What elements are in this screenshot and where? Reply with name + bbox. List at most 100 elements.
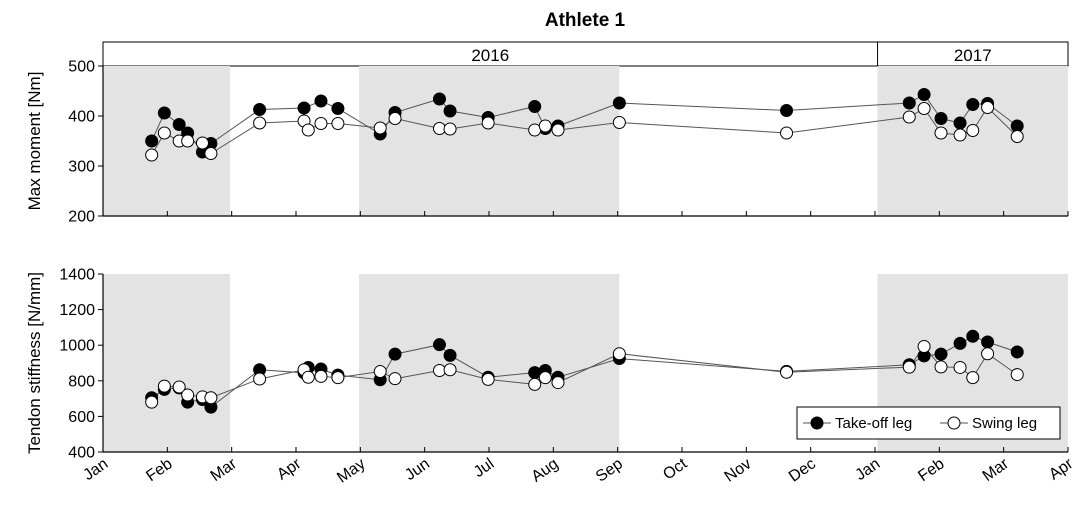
- data-point-take-off: [443, 104, 457, 118]
- x-tick-label: Feb: [143, 455, 175, 485]
- data-point-take-off: [902, 96, 916, 110]
- data-point-take-off: [917, 88, 931, 101]
- data-point-swing: [953, 128, 967, 142]
- y-tick-label: 1200: [59, 302, 95, 319]
- data-point-swing: [195, 136, 209, 150]
- legend: Take-off leg Swing leg: [796, 406, 1061, 440]
- data-point-swing: [481, 372, 495, 386]
- data-point-take-off: [780, 104, 794, 117]
- x-tick-label: Aug: [529, 455, 562, 485]
- chart-title: Athlete 1: [545, 10, 626, 31]
- data-point-swing: [481, 116, 495, 130]
- data-point-swing: [253, 372, 267, 386]
- panel-tendon-stiffness: 400 600 800 1000 1200 1400 Tendon stiffness [N…: [25, 267, 1069, 462]
- data-point-take-off: [934, 347, 948, 361]
- data-point-swing: [953, 360, 967, 374]
- data-point-swing: [145, 395, 159, 409]
- legend-marker-swing: [947, 416, 961, 430]
- data-point-swing: [301, 370, 315, 384]
- data-point-take-off: [432, 92, 446, 106]
- data-point-swing: [181, 134, 195, 148]
- y-tick-label: 800: [68, 373, 95, 390]
- y-tick-label: 300: [68, 159, 95, 176]
- year-bar-frame: [102, 41, 1069, 67]
- x-tick-label: Apr: [1046, 455, 1077, 484]
- data-point-swing: [204, 147, 218, 160]
- data-point-swing: [902, 110, 916, 124]
- year-label-2016: 2016: [471, 46, 509, 65]
- data-point-take-off: [145, 134, 159, 148]
- x-tick-label: Jan: [852, 455, 883, 484]
- data-point-swing: [981, 101, 995, 114]
- x-tick-label: Jun: [402, 455, 433, 484]
- legend-label-swing: Swing leg: [972, 415, 1037, 432]
- data-point-swing: [373, 365, 387, 379]
- shaded-period: [103, 274, 230, 452]
- x-tick-label: Apr: [274, 455, 305, 484]
- data-point-swing: [314, 117, 328, 130]
- x-tick-label: Jul: [471, 455, 498, 481]
- data-point-take-off: [432, 338, 446, 352]
- y-tick-label: 600: [68, 409, 95, 426]
- year-label-2017: 2017: [954, 46, 992, 65]
- data-point-swing: [373, 121, 387, 135]
- x-tick-label: Feb: [915, 455, 947, 485]
- data-point-swing: [966, 124, 980, 137]
- x-tick-label: May: [334, 455, 369, 486]
- shaded-period: [359, 66, 620, 216]
- data-point-swing: [145, 148, 159, 162]
- x-tick-label: Sep: [593, 455, 626, 485]
- data-point-swing: [1010, 368, 1024, 382]
- y-axis-label: Tendon stiffness [N/mm]: [25, 272, 44, 454]
- data-point-swing: [981, 347, 995, 361]
- x-tick-label: Mar: [208, 455, 241, 485]
- data-point-swing: [934, 360, 948, 374]
- y-tick-label: 1000: [59, 338, 95, 355]
- data-point-take-off: [953, 336, 967, 350]
- x-tick-label: Oct: [660, 455, 691, 484]
- y-tick-label: 200: [68, 209, 95, 226]
- data-point-take-off: [172, 118, 186, 131]
- y-axis-label: Max moment [Nm]: [25, 72, 44, 211]
- legend-frame: [796, 406, 1061, 440]
- data-point-swing: [172, 380, 186, 394]
- data-point-swing: [551, 123, 565, 137]
- data-point-swing: [331, 117, 345, 130]
- data-point-swing: [204, 391, 218, 405]
- x-tick-label: Nov: [722, 455, 755, 485]
- data-point-swing: [1010, 130, 1024, 143]
- data-point-take-off: [314, 94, 328, 108]
- data-point-swing: [388, 372, 402, 386]
- data-point-take-off: [981, 335, 995, 349]
- data-point-swing: [443, 363, 457, 377]
- legend-marker-take-off: [810, 416, 824, 430]
- data-point-swing: [612, 347, 626, 361]
- data-point-swing: [538, 371, 552, 385]
- data-point-swing: [388, 112, 402, 125]
- x-tick-label: Mar: [980, 455, 1013, 485]
- data-point-swing: [528, 377, 542, 391]
- data-point-take-off: [966, 329, 980, 343]
- data-point-take-off: [612, 96, 626, 110]
- data-point-take-off: [297, 101, 311, 115]
- data-point-take-off: [966, 98, 980, 111]
- data-point-swing: [780, 126, 794, 140]
- data-point-swing: [157, 379, 171, 393]
- shaded-period: [877, 66, 1068, 216]
- x-tick-label: Dec: [786, 455, 819, 485]
- data-point-swing: [314, 369, 328, 383]
- legend-label-take-off: Take-off leg: [835, 415, 912, 432]
- data-point-take-off: [443, 348, 457, 362]
- y-tick-label: 1400: [59, 267, 95, 284]
- data-point-swing: [934, 126, 948, 140]
- data-point-swing: [917, 102, 931, 115]
- data-point-swing: [538, 119, 552, 133]
- data-point-take-off: [157, 106, 171, 120]
- year-header-bar: 2016 2017: [102, 41, 1069, 67]
- shaded-period: [359, 274, 620, 452]
- data-point-take-off: [331, 102, 345, 115]
- data-point-swing: [443, 122, 457, 136]
- y-tick-label: 500: [68, 59, 95, 76]
- data-point-take-off: [528, 100, 542, 113]
